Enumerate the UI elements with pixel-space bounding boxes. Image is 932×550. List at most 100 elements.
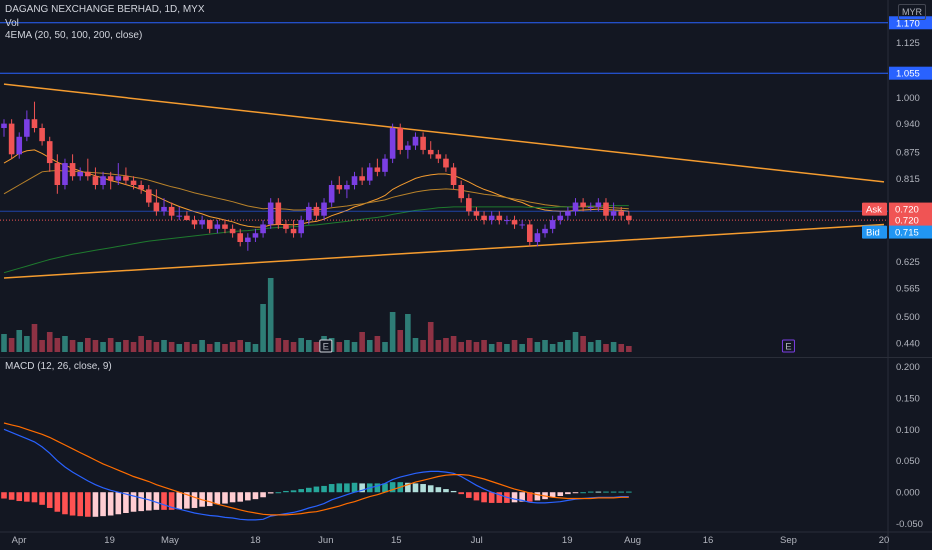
- macd-histogram-bar: [313, 486, 320, 493]
- volume-bar: [298, 338, 304, 352]
- macd-line: [3, 428, 629, 521]
- macd-histogram-bar: [214, 492, 221, 505]
- candle: [92, 176, 99, 185]
- price-tick-label: 0.815: [896, 174, 920, 185]
- volume-bar: [85, 338, 91, 352]
- volume-bar: [46, 332, 53, 352]
- macd-histogram-bar: [206, 492, 213, 507]
- macd-histogram-bar: [145, 492, 152, 511]
- volume-bar: [8, 338, 15, 352]
- candle: [54, 163, 61, 185]
- volume-bar: [458, 342, 464, 352]
- price-tick-label: 0.875: [896, 148, 920, 159]
- volume-bar: [519, 344, 525, 352]
- volume-bar: [252, 344, 259, 352]
- candle: [237, 233, 244, 242]
- macd-histogram-bar: [359, 483, 365, 493]
- price-tag-value: 0.715: [895, 228, 919, 239]
- candle: [321, 202, 327, 216]
- time-tick-label: 18: [250, 535, 261, 546]
- candle: [397, 128, 404, 150]
- candle: [184, 215, 190, 221]
- macd-histogram-bar: [191, 492, 198, 508]
- macd-histogram-bar: [572, 492, 579, 494]
- candle: [229, 228, 236, 234]
- price-tag-value: 0.720: [895, 216, 919, 227]
- macd-histogram-bar: [405, 482, 411, 493]
- volume-bar: [237, 340, 244, 352]
- macd-histogram-bar: [245, 492, 251, 501]
- volume-bar: [351, 342, 358, 352]
- macd-histogram-bar: [24, 492, 30, 502]
- volume-bar: [557, 342, 564, 352]
- volume-bar: [107, 338, 114, 352]
- volume-bar: [511, 340, 518, 352]
- candle: [123, 176, 129, 181]
- candle: [161, 206, 167, 212]
- macd-histogram-bar: [1, 492, 7, 499]
- candle: [24, 119, 30, 137]
- volume-bar: [92, 340, 99, 352]
- candle: [62, 163, 68, 185]
- macd-histogram-bar: [526, 492, 533, 502]
- volume-bar: [397, 330, 404, 352]
- volume-bar: [168, 342, 175, 352]
- macd-histogram-bar: [115, 492, 122, 515]
- macd-tick-label: 0.150: [896, 393, 920, 404]
- price-tick-label: 0.940: [896, 119, 920, 130]
- macd-histogram-bar: [85, 492, 91, 517]
- volume-bar: [153, 342, 160, 352]
- time-tick-label: Sep: [780, 535, 797, 546]
- macd-histogram-bar: [534, 492, 541, 501]
- candle: [176, 215, 183, 217]
- volume-bar: [191, 344, 198, 352]
- macd-histogram-bar: [595, 491, 602, 493]
- candle: [336, 185, 343, 190]
- volume-bar: [260, 304, 266, 352]
- candle: [290, 228, 297, 234]
- candle: [359, 176, 365, 181]
- candle: [206, 220, 213, 229]
- candle: [8, 123, 15, 155]
- candle: [557, 215, 564, 221]
- candle: [542, 228, 548, 234]
- macd-histogram-bar: [435, 487, 442, 493]
- currency-badge[interactable]: MYR: [898, 4, 926, 20]
- candle: [534, 233, 541, 242]
- volume-bar: [572, 332, 579, 352]
- volume-bar: [115, 342, 122, 352]
- volume-bar: [450, 336, 457, 352]
- volume-bar: [587, 342, 594, 352]
- candle: [328, 185, 335, 203]
- macd-histogram-bar: [252, 492, 259, 500]
- candle: [435, 154, 442, 159]
- candle: [420, 136, 426, 150]
- volume-bar: [549, 344, 556, 352]
- price-tick-label: 0.500: [896, 312, 920, 323]
- signal-line: [3, 422, 629, 516]
- time-tick-label: 19: [104, 535, 115, 546]
- candle: [511, 220, 518, 225]
- candle: [39, 128, 45, 142]
- macd-histogram-bar: [100, 492, 106, 517]
- volume-bar: [542, 340, 548, 352]
- macd-histogram-bar: [283, 490, 289, 493]
- volume-bar: [526, 338, 533, 352]
- candle: [115, 176, 122, 181]
- volume-bar: [443, 338, 449, 352]
- price-tag: [889, 225, 932, 239]
- macd-histogram-bar: [275, 492, 282, 494]
- candle: [443, 158, 449, 168]
- candle: [214, 224, 221, 229]
- volume-bar: [24, 336, 30, 352]
- candle: [69, 163, 76, 177]
- price-tag-label: Ask: [866, 205, 882, 216]
- macd-histogram-bar: [473, 492, 480, 501]
- candle: [283, 224, 289, 229]
- macd-histogram-bar: [39, 492, 45, 505]
- price-tick-label: 1.000: [896, 93, 920, 104]
- candle: [313, 206, 320, 216]
- volume-bar: [1, 334, 7, 352]
- macd-histogram-bar: [260, 492, 266, 498]
